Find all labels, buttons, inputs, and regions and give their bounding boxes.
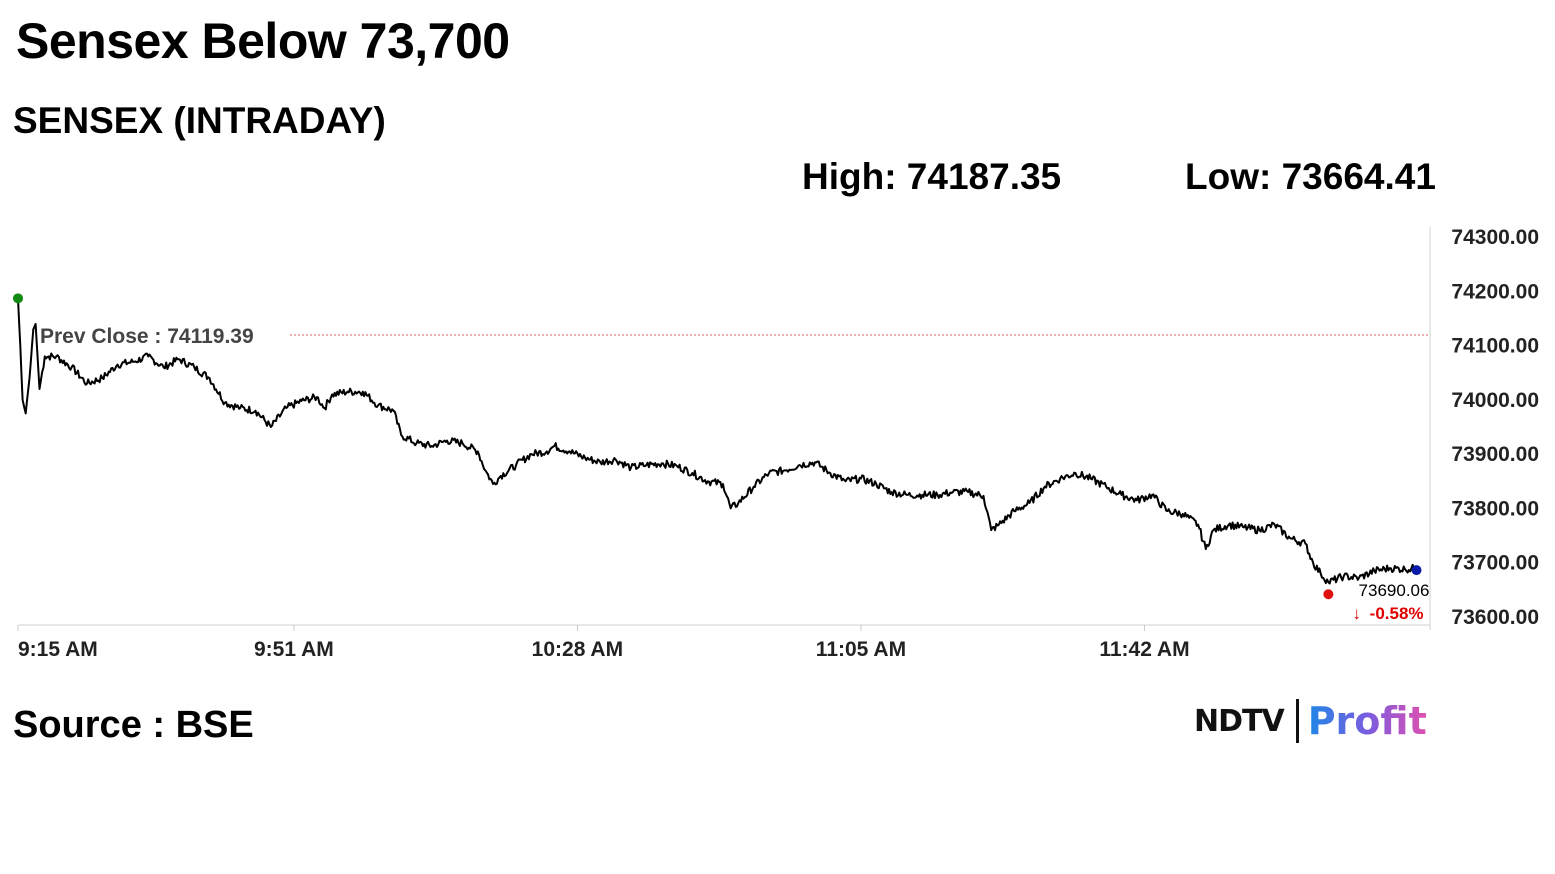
y-tick-label: 73900.00 (1451, 443, 1539, 466)
x-tick-label: 9:15 AM (18, 638, 98, 661)
y-tick-label: 74100.00 (1451, 335, 1539, 358)
price-line (17, 298, 1418, 585)
last-value-label: 73690.06 (1359, 581, 1430, 600)
change-label: ↓ -0.58% (1352, 604, 1423, 623)
y-tick-label: 74000.00 (1451, 389, 1539, 412)
logo-ndtv-text: NDTV (1194, 703, 1285, 739)
high-value: High: 74187.35 (802, 156, 1062, 197)
x-axis-ticks: 9:15 AM 9:51 AM 10:28 AM 11:05 AM 11:42 AM (17, 625, 1190, 661)
y-tick-label: 73800.00 (1451, 497, 1539, 520)
change-arrow: ↓ (1352, 604, 1361, 623)
open-marker (13, 293, 23, 304)
low-marker (1323, 589, 1334, 600)
ndtv-profit-logo: NDTV Profit (1194, 697, 1427, 745)
source-label: Source : BSE (13, 704, 254, 746)
logo-separator (1295, 699, 1299, 743)
x-tick-label: 10:28 AM (532, 638, 623, 661)
change-percent: -0.58% (1370, 604, 1424, 623)
chart-title: SENSEX (INTRADAY) (13, 100, 386, 141)
x-tick-label: 11:05 AM (816, 638, 906, 661)
x-tick-label: 9:51 AM (254, 638, 334, 661)
y-tick-label: 74300.00 (1451, 226, 1539, 249)
y-axis-ticks: 74300.00 74200.00 74100.00 74000.00 73900.00… (1451, 226, 1539, 629)
intraday-line-chart: 74300.00 74200.00 74100.00 74000.00 73900.00… (13, 226, 1539, 661)
last-marker (1411, 565, 1422, 576)
prev-close-label: Prev Close : 74119.39 (40, 325, 254, 348)
y-tick-label: 74200.00 (1451, 280, 1539, 303)
y-tick-label: 73700.00 (1451, 552, 1539, 575)
logo-profit-text: Profit (1307, 699, 1427, 743)
x-tick-label: 11:42 AM (1099, 638, 1189, 661)
headline: Sensex Below 73,700 (16, 13, 510, 69)
low-value: Low: 73664.41 (1185, 156, 1436, 197)
y-tick-label: 73600.00 (1451, 606, 1539, 629)
